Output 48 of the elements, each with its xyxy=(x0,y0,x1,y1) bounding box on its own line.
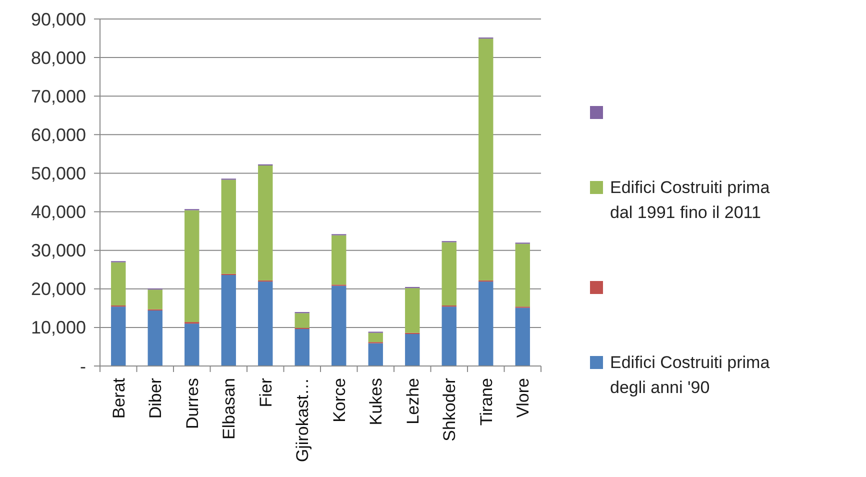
y-tick-label: 20,000 xyxy=(30,279,86,300)
x-tick-label: Diber xyxy=(146,378,166,419)
bar xyxy=(405,334,420,366)
bar xyxy=(515,308,530,366)
bar xyxy=(478,282,494,366)
y-tick-label: 80,000 xyxy=(30,48,86,68)
bar xyxy=(148,290,162,310)
bar xyxy=(478,38,494,280)
y-tick-label: 90,000 xyxy=(30,9,86,30)
x-tick-label: Tirane xyxy=(476,378,496,426)
bar xyxy=(221,275,236,366)
bar xyxy=(294,313,310,328)
y-tick-label: - xyxy=(80,356,86,376)
y-tick-label: 60,000 xyxy=(30,124,86,145)
x-tick-label: Elbasan xyxy=(220,378,239,440)
bar xyxy=(111,306,126,366)
legend-label: Edifici Costruiti prima degli anni '90 xyxy=(610,352,770,397)
bar xyxy=(332,286,346,366)
y-tick-label: 30,000 xyxy=(30,240,86,261)
bar xyxy=(221,180,236,274)
bar xyxy=(332,235,346,285)
y-tick-label: 40,000 xyxy=(30,202,86,222)
legend-label: Edifici Costruiti prima dal 1991 fino il 2011 xyxy=(610,178,770,222)
x-tick-label: Durres xyxy=(182,378,202,430)
bar xyxy=(442,242,456,306)
x-tick-label: Shkoder xyxy=(440,378,460,442)
bar xyxy=(294,328,310,366)
y-tick-label: 70,000 xyxy=(30,86,86,106)
bar xyxy=(148,310,162,366)
x-tick-label: Gjirokast… xyxy=(293,378,312,462)
x-tick-label: Vlore xyxy=(514,378,533,418)
bar xyxy=(405,288,420,333)
bar xyxy=(258,282,273,366)
x-tick-label: Lezhe xyxy=(403,378,422,424)
bar xyxy=(258,166,273,280)
x-tick-label: Fier xyxy=(256,378,276,408)
bar xyxy=(515,244,530,307)
y-tick-label: 10,000 xyxy=(30,318,86,338)
x-tick-label: Korce xyxy=(330,378,349,422)
bar xyxy=(184,324,200,366)
bar xyxy=(184,210,200,322)
bar xyxy=(111,262,126,306)
bar xyxy=(368,343,383,366)
bar xyxy=(442,306,456,366)
y-tick-label: 50,000 xyxy=(30,164,86,184)
bar xyxy=(368,332,383,342)
x-tick-label: Berat xyxy=(109,378,128,419)
x-tick-label: Kukes xyxy=(366,378,386,426)
